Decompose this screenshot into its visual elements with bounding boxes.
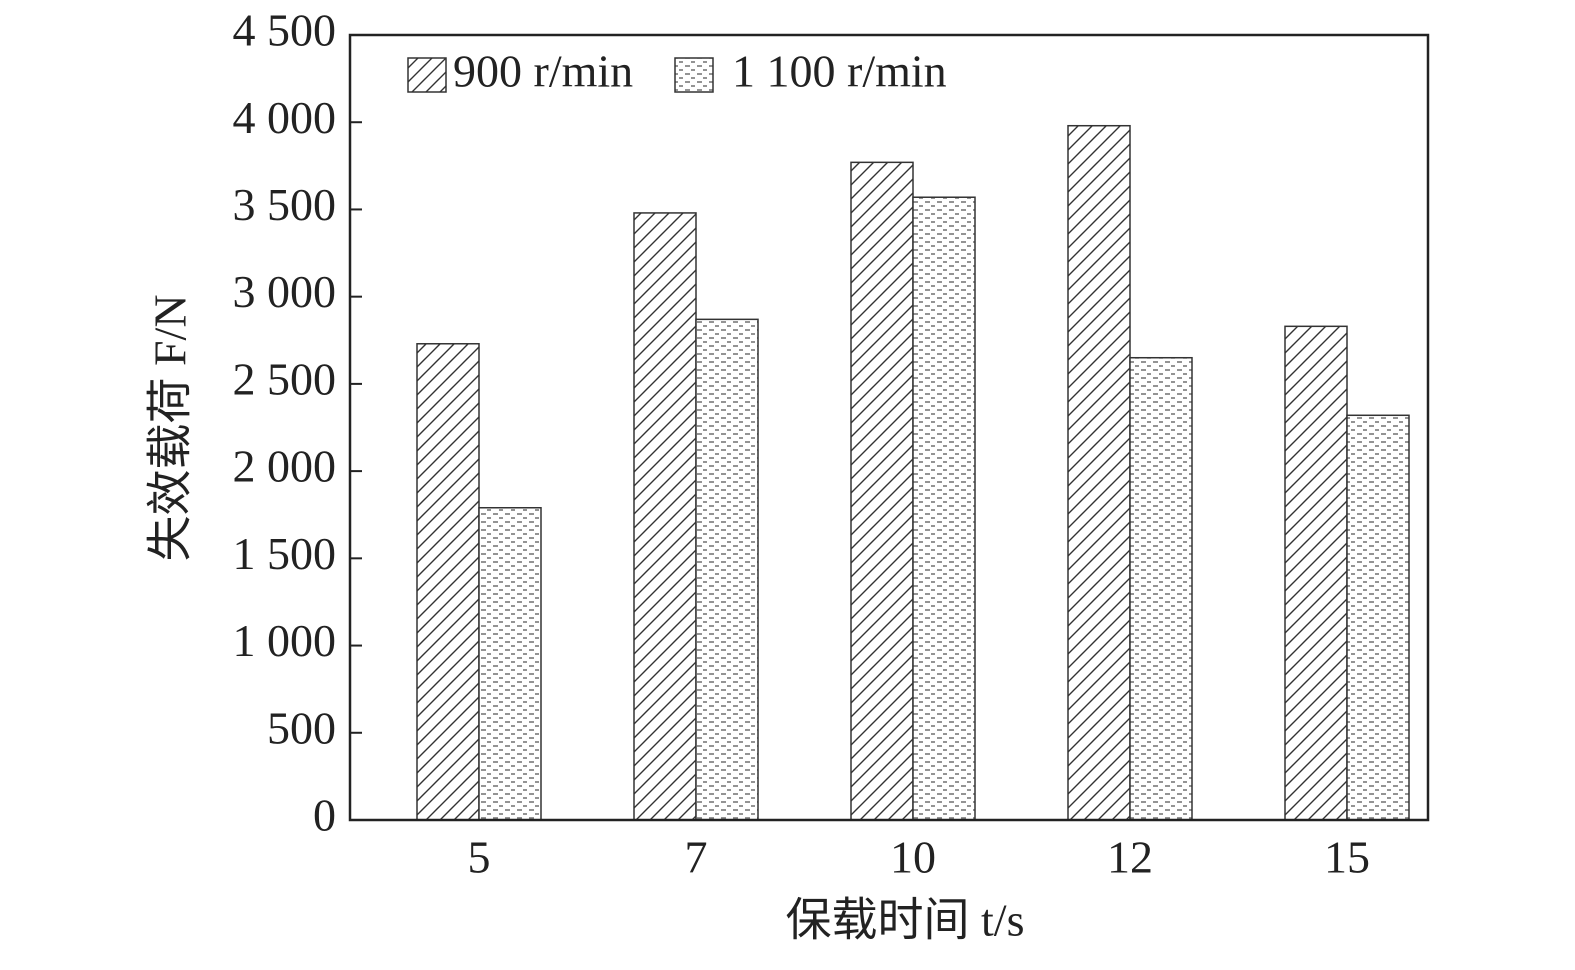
y-tick-label: 1 500 [233, 528, 337, 579]
y-axis-label: 失效载荷 F/N [145, 294, 196, 561]
y-tick-label: 3 000 [233, 266, 337, 317]
bar [850, 161, 914, 821]
bar [912, 196, 976, 821]
x-tick-label: 7 [685, 832, 708, 883]
legend-swatch [407, 57, 447, 93]
x-tick-label: 12 [1107, 832, 1153, 883]
y-tick-label: 2 000 [233, 441, 337, 492]
bar [695, 318, 759, 821]
y-tick-label: 2 500 [233, 353, 337, 404]
y-tick-label: 500 [267, 702, 336, 753]
bar [1346, 414, 1410, 821]
x-tick-label: 10 [890, 832, 936, 883]
y-tick-label: 0 [313, 790, 336, 841]
bar [1284, 325, 1348, 821]
y-tick-label: 3 500 [233, 179, 337, 230]
legend-label: 900 r/min [453, 46, 633, 97]
legend-swatch [674, 57, 714, 93]
bar [416, 343, 480, 821]
bar [1067, 124, 1131, 821]
bar [478, 506, 542, 821]
plot-frame [348, 33, 1430, 822]
y-tick-label: 4 000 [233, 92, 337, 143]
x-tick-label: 15 [1324, 832, 1370, 883]
legend-label: 1 100 r/min [732, 46, 947, 97]
x-axis-label: 保载时间 t/s [786, 895, 1025, 946]
bar [633, 212, 697, 821]
x-tick-label: 5 [468, 832, 491, 883]
y-tick-label: 1 000 [233, 615, 337, 666]
y-tick-label: 4 500 [233, 5, 337, 56]
bar [1129, 356, 1193, 821]
